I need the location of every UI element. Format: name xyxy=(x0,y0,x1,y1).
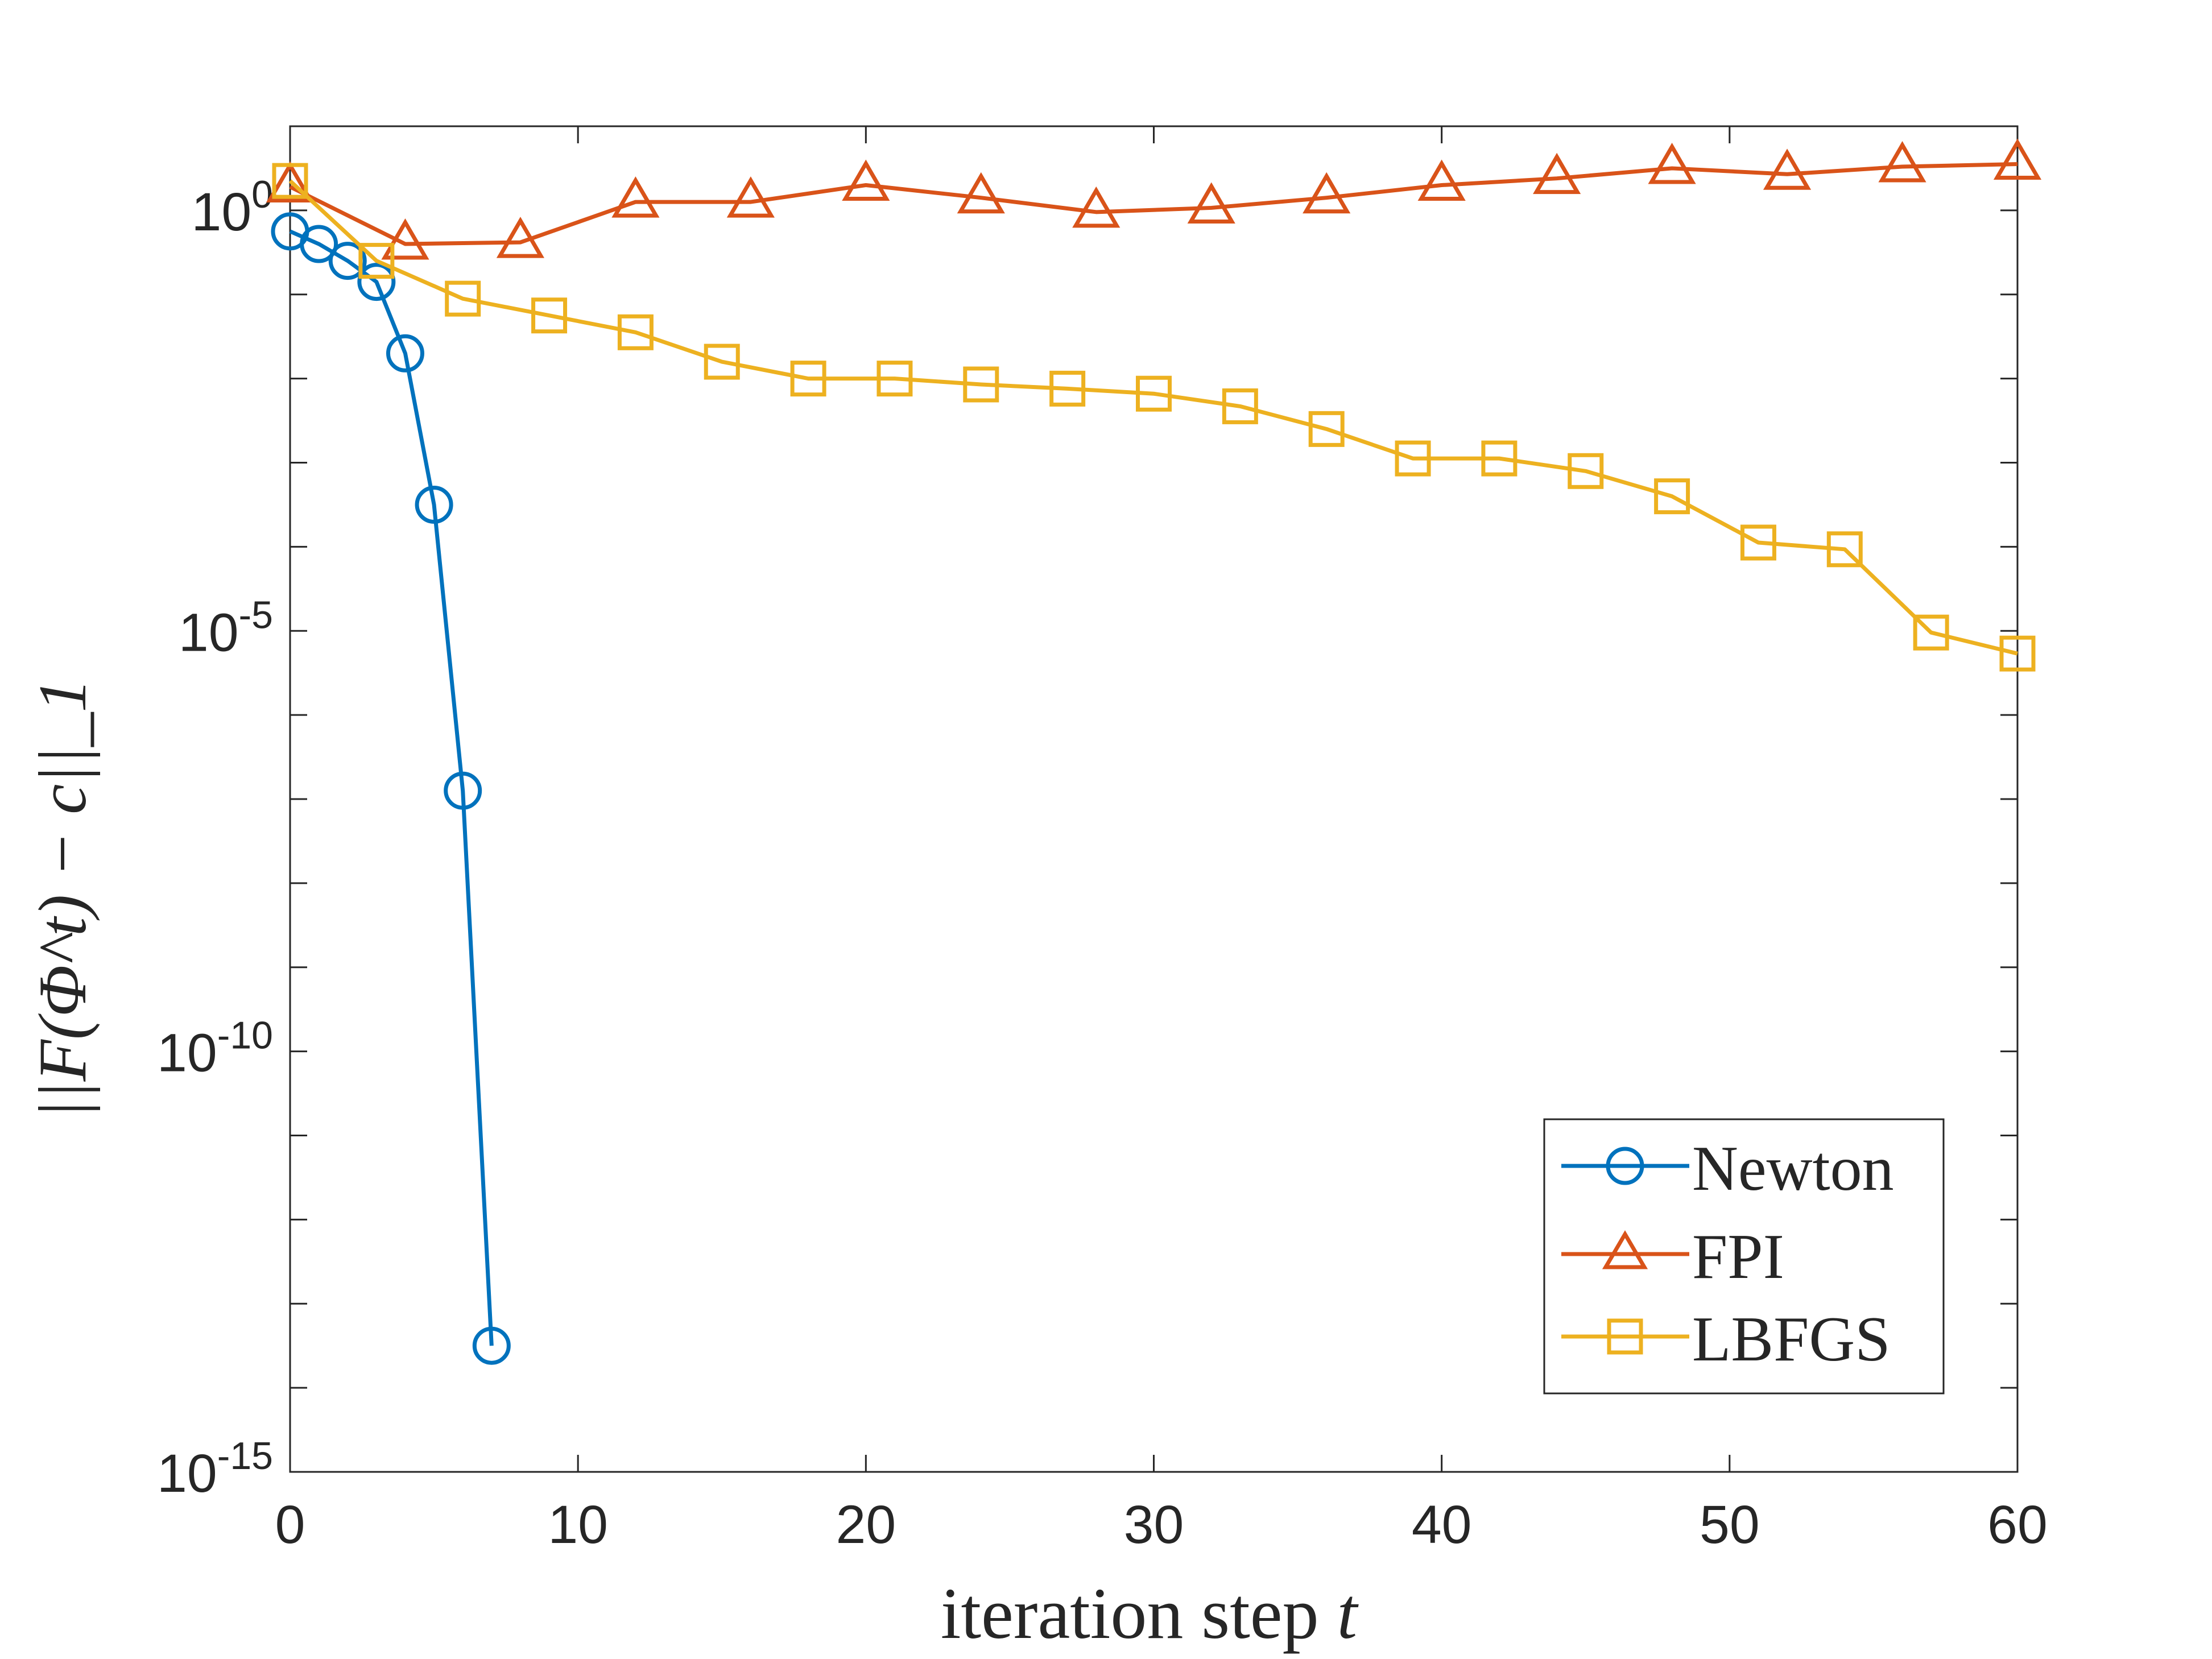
data-point-newton xyxy=(328,242,367,280)
y-tick-label-exponent: 0 xyxy=(251,173,273,216)
x-tick-label: 0 xyxy=(275,1495,305,1555)
data-point-newton xyxy=(386,334,424,373)
y-tick-label-base: 10 xyxy=(192,182,252,242)
data-point-lbfgs xyxy=(1049,370,1086,407)
x-tick-label: 30 xyxy=(1124,1495,1184,1555)
data-point-lbfgs xyxy=(445,280,481,317)
data-point-fpi xyxy=(1417,159,1466,201)
data-point-lbfgs xyxy=(1481,440,1518,477)
data-point-lbfgs xyxy=(617,314,654,350)
legend-label-lbfgs: LBFGS xyxy=(1692,1304,1891,1375)
y-tick-label-base: 10 xyxy=(157,1443,217,1504)
x-tick-label: 50 xyxy=(1700,1495,1760,1555)
data-point-lbfgs xyxy=(1568,453,1604,489)
data-point-fpi xyxy=(1187,182,1235,224)
legend-entry-lbfgs: LBFGS xyxy=(1561,1304,1891,1375)
data-point-fpi xyxy=(1303,172,1351,214)
y-tick-label-base: 10 xyxy=(179,602,239,663)
y-tick-label: 10-5 xyxy=(179,593,273,663)
series-line-lbfgs xyxy=(288,179,2018,656)
data-point-fpi xyxy=(842,159,890,201)
data-point-lbfgs xyxy=(272,163,308,199)
data-point-lbfgs xyxy=(1740,524,1776,561)
data-point-lbfgs xyxy=(963,366,999,403)
y-tick-label: 10-15 xyxy=(157,1434,273,1504)
data-point-fpi xyxy=(957,172,1005,214)
legend-marker-newton xyxy=(1606,1147,1644,1185)
data-point-fpi xyxy=(381,218,429,260)
legend-marker-lbfgs xyxy=(1607,1318,1643,1355)
y-tick-label-base: 10 xyxy=(157,1023,217,1083)
data-point-fpi xyxy=(1648,142,1696,184)
data-point-fpi xyxy=(266,161,315,202)
y-tick-label: 100 xyxy=(192,173,274,242)
data-point-lbfgs xyxy=(1826,531,1863,568)
data-point-lbfgs xyxy=(704,344,740,380)
legend: Newton FPI LBFGS xyxy=(1543,1118,1945,1395)
data-point-newton xyxy=(300,225,338,263)
y-tick-label-exponent: -10 xyxy=(217,1014,273,1057)
legend-label-newton: Newton xyxy=(1692,1133,1894,1204)
data-point-lbfgs xyxy=(1913,614,1949,651)
data-point-lbfgs xyxy=(1999,635,2036,672)
data-point-fpi xyxy=(1533,152,1581,195)
x-axis-label-variable: t xyxy=(1337,1573,1359,1654)
data-point-newton xyxy=(472,1326,511,1365)
legend-marker-fpi xyxy=(1602,1230,1648,1269)
data-point-lbfgs xyxy=(876,361,913,397)
series-group xyxy=(266,138,2042,1365)
x-tick-label: 60 xyxy=(1987,1495,2048,1555)
data-point-fpi xyxy=(611,176,660,218)
data-point-lbfgs xyxy=(1395,440,1431,477)
legend-label-fpi: FPI xyxy=(1692,1222,1784,1292)
x-axis-label-text: iteration step xyxy=(941,1573,1319,1654)
y-tick-label-exponent: -15 xyxy=(217,1434,273,1478)
data-point-fpi xyxy=(496,217,545,258)
x-axis-label: iteration step t xyxy=(941,1573,1359,1654)
data-point-newton xyxy=(415,485,453,524)
data-point-lbfgs xyxy=(1654,478,1690,515)
data-point-fpi xyxy=(1993,138,2042,180)
legend-entry-fpi: FPI xyxy=(1561,1222,1784,1292)
data-point-fpi xyxy=(1763,148,1812,190)
x-tick-label: 40 xyxy=(1412,1495,1472,1555)
data-point-lbfgs xyxy=(1308,411,1345,447)
data-point-newton xyxy=(444,771,482,810)
data-point-lbfgs xyxy=(358,243,395,279)
legend-entry-newton: Newton xyxy=(1561,1133,1894,1204)
data-point-lbfgs xyxy=(531,297,568,334)
x-tick-label: 10 xyxy=(548,1495,608,1555)
data-point-fpi xyxy=(1878,141,1926,183)
data-point-lbfgs xyxy=(1136,375,1172,412)
series-line-newton xyxy=(289,229,494,1346)
x-tick-label: 20 xyxy=(836,1495,896,1555)
data-point-lbfgs xyxy=(1222,388,1258,424)
data-point-newton xyxy=(357,263,396,301)
data-point-fpi xyxy=(726,176,775,218)
data-point-lbfgs xyxy=(790,361,826,397)
data-point-fpi xyxy=(1072,186,1121,228)
y-tick-label: 10-10 xyxy=(157,1014,273,1083)
series-line-fpi xyxy=(289,162,2018,246)
y-tick-label-exponent: -5 xyxy=(239,593,273,636)
y-axis-label: ||F(Φ^t) − c||_1 xyxy=(24,679,100,1119)
